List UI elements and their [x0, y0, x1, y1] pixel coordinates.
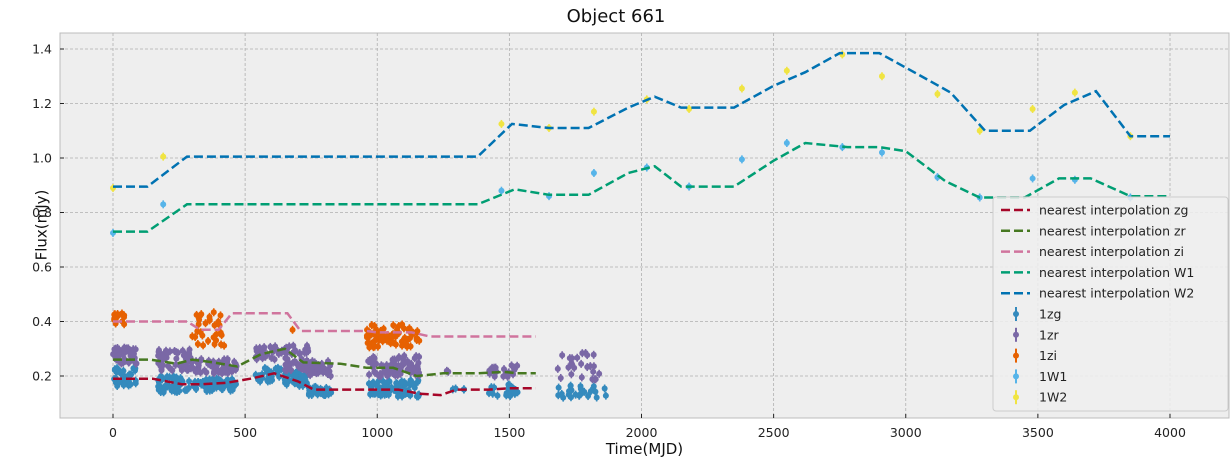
x-axis-label: Time(MJD)	[605, 440, 684, 458]
legend-label: 1zr	[1039, 327, 1060, 342]
legend-label: nearest interpolation zg	[1039, 203, 1188, 218]
legend: nearest interpolation zg nearest interpol…	[992, 196, 1229, 412]
legend-item: nearest interpolation zr	[1001, 223, 1187, 238]
x-tick-label: 3500	[1022, 425, 1054, 440]
series-nearest-interpolation-zg	[113, 372, 536, 397]
y-tick-label: 1.4	[32, 42, 52, 57]
x-tick-label: 1000	[361, 425, 393, 440]
chart-title: Object 661	[566, 6, 666, 27]
series-1w1	[110, 139, 1134, 237]
x-tick-label: 0	[109, 425, 117, 440]
x-tick-label: 1500	[493, 425, 525, 440]
y-tick-label: 1.0	[32, 151, 52, 166]
y-tick-label: 0.2	[32, 369, 52, 384]
data-series	[110, 50, 1170, 402]
legend-label: 1W1	[1039, 369, 1067, 384]
x-tick-label: 500	[233, 425, 257, 440]
legend-item: nearest interpolation W1	[1001, 265, 1194, 280]
x-tick-label: 4000	[1154, 425, 1186, 440]
legend-label: 1zg	[1039, 307, 1061, 322]
legend-item: nearest interpolation zi	[1001, 244, 1184, 259]
series-nearest-interpolation-w2	[113, 51, 1170, 188]
legend-item: nearest interpolation W2	[1001, 286, 1194, 301]
legend-label: nearest interpolation zi	[1039, 244, 1184, 259]
legend-label: nearest interpolation W1	[1039, 265, 1194, 280]
y-tick-label: 0.6	[32, 260, 52, 275]
series-nearest-interpolation-w1	[113, 141, 1170, 233]
axis-ticks: 0 500 1000 1500 2000 2500 3000 3500 4000 0.2 0.4 0.…	[32, 42, 1186, 441]
series-nearest-interpolation-zi	[113, 312, 536, 338]
legend-item: 1zi	[1013, 348, 1057, 363]
x-tick-label: 3000	[890, 425, 922, 440]
legend-label: 1W2	[1039, 390, 1067, 405]
legend-label: nearest interpolation zr	[1039, 223, 1187, 238]
x-tick-label: 2000	[626, 425, 658, 440]
legend-label: 1zi	[1039, 348, 1057, 363]
y-tick-label: 0.8	[32, 205, 52, 220]
y-tick-label: 0.4	[32, 314, 52, 329]
legend-label: nearest interpolation W2	[1039, 286, 1194, 301]
series-nearest-interpolation-zr	[113, 347, 536, 378]
legend-item: 1zr	[1013, 327, 1060, 342]
legend-item: 1W2	[1013, 390, 1067, 405]
y-tick-label: 1.2	[32, 96, 52, 111]
x-tick-label: 2500	[758, 425, 790, 440]
legend-item: nearest interpolation zg	[1001, 203, 1188, 218]
legend-item: 1W1	[1013, 369, 1067, 384]
legend-item: 1zg	[1013, 307, 1061, 322]
